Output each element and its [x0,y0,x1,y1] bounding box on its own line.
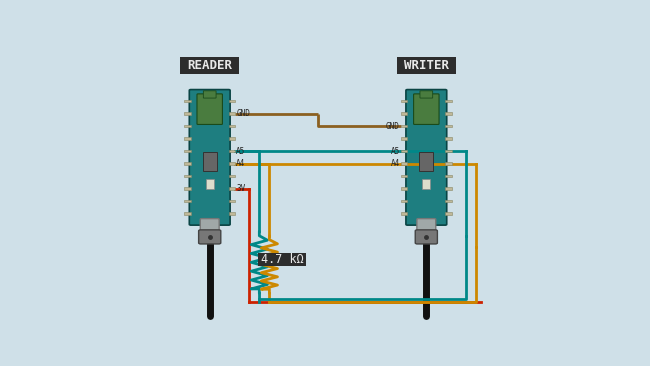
Bar [445,125,452,127]
Text: 3V: 3V [236,184,246,193]
Bar [401,212,408,215]
Text: READER: READER [187,59,232,72]
Bar [229,137,235,140]
Bar [229,187,235,190]
FancyBboxPatch shape [406,90,447,225]
Bar [445,100,452,102]
Bar [401,100,408,102]
Bar [184,163,191,165]
Bar [401,150,408,152]
Bar [445,200,452,202]
Bar [184,187,191,190]
FancyBboxPatch shape [199,230,221,244]
Bar [229,163,235,165]
Bar [229,212,235,215]
Bar [401,137,408,140]
Bar [184,175,191,178]
Bar [229,125,235,127]
Bar [401,175,408,178]
FancyBboxPatch shape [258,253,306,266]
FancyBboxPatch shape [396,57,456,74]
FancyBboxPatch shape [203,91,216,98]
Bar [422,179,430,190]
Bar [401,112,408,115]
FancyBboxPatch shape [189,90,230,225]
Text: 4.7 kΩ: 4.7 kΩ [261,253,304,266]
Bar [445,137,452,140]
FancyBboxPatch shape [415,230,437,244]
Bar [445,175,452,178]
Bar [205,179,214,190]
Text: GND: GND [236,109,250,118]
Bar [401,200,408,202]
Text: A5: A5 [236,147,246,156]
Bar [184,212,191,215]
Bar [203,152,217,171]
Bar [229,100,235,102]
Text: GND: GND [386,122,400,131]
Bar [401,125,408,127]
Bar [229,175,235,178]
Bar [184,112,191,115]
Bar [184,125,191,127]
Bar [229,150,235,152]
Bar [401,163,408,165]
Bar [401,187,408,190]
FancyBboxPatch shape [420,91,433,98]
Bar [445,112,452,115]
Text: A5: A5 [391,147,400,156]
Bar [184,200,191,202]
Bar [445,187,452,190]
Bar [184,100,191,102]
Bar [419,152,434,171]
Bar [445,212,452,215]
Bar [229,200,235,202]
Bar [445,150,452,152]
FancyBboxPatch shape [200,219,219,232]
Bar [445,163,452,165]
FancyBboxPatch shape [180,57,239,74]
FancyBboxPatch shape [413,94,439,124]
Text: A4: A4 [236,159,246,168]
Bar [184,150,191,152]
FancyBboxPatch shape [197,94,222,124]
Bar [229,112,235,115]
Text: A4: A4 [391,159,400,168]
FancyBboxPatch shape [417,219,436,232]
Bar [184,137,191,140]
Text: WRITER: WRITER [404,59,448,72]
